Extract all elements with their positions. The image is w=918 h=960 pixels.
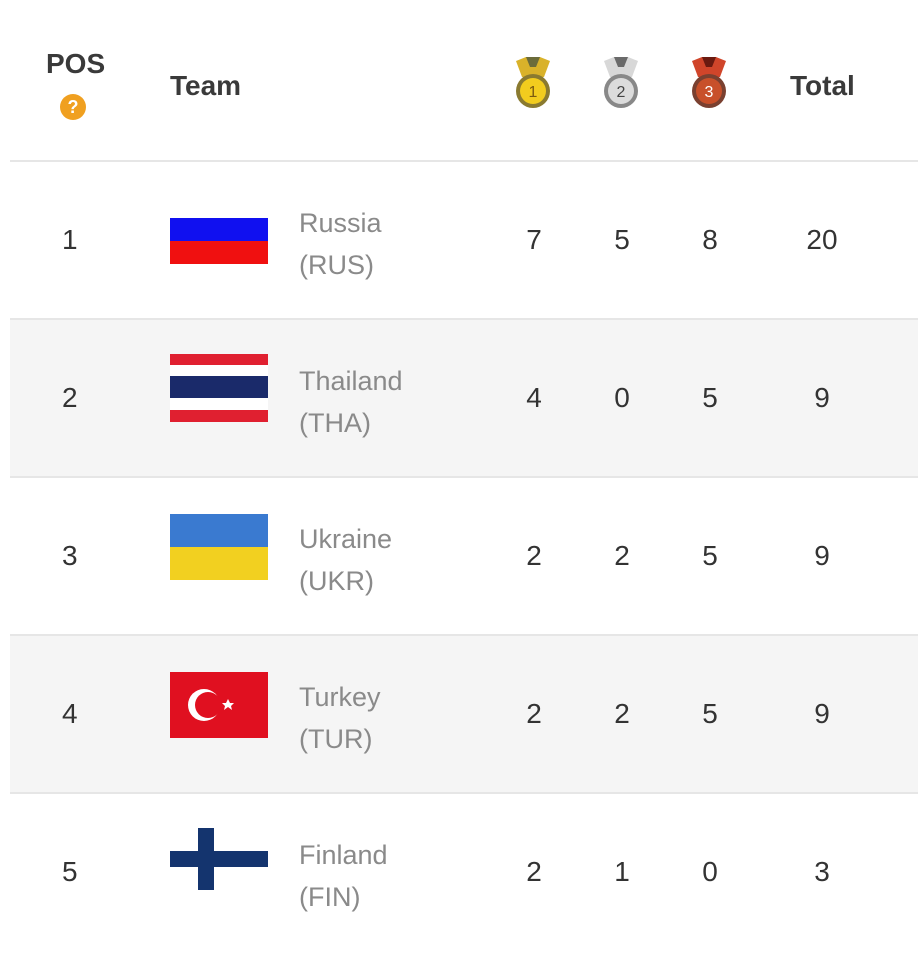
gold-count: 2: [526, 698, 542, 729]
position: 2: [62, 382, 78, 413]
total-count: 20: [806, 224, 838, 255]
table-row[interactable]: 3 Ukraine (UKR) 2 2 5 9: [10, 478, 918, 636]
silver-count: 5: [614, 224, 630, 255]
country-name[interactable]: Russia: [299, 208, 382, 238]
thailand-flag-icon: [170, 354, 268, 422]
total-count: 3: [814, 856, 830, 887]
country-code: (UKR): [299, 566, 374, 596]
country-code: (TUR): [299, 724, 373, 754]
russia-flag-icon: [170, 218, 268, 264]
country-code: (RUS): [299, 250, 374, 280]
gold-count: 2: [526, 856, 542, 887]
finland-flag-icon: [170, 828, 268, 890]
gold-medal-icon[interactable]: 1: [510, 55, 556, 111]
table-row[interactable]: 2 Thailand (THA) 4 0 5 9: [10, 320, 918, 478]
total-header[interactable]: Total: [790, 70, 855, 101]
position: 3: [62, 540, 78, 571]
silver-count: 1: [614, 856, 630, 887]
table-row[interactable]: 4 Turkey (TUR) 2 2 5 9: [10, 636, 918, 794]
gold-count: 7: [526, 224, 542, 255]
bronze-count: 5: [702, 382, 718, 413]
country-code: (THA): [299, 408, 371, 438]
total-count: 9: [814, 698, 830, 729]
medal-table: POS ? Team 1 2 3 Total 1 Russia (RUS) 7 5…: [10, 0, 918, 950]
pos-header[interactable]: POS: [46, 48, 106, 79]
silver-count: 0: [614, 382, 630, 413]
country-name[interactable]: Finland: [299, 840, 388, 870]
svg-text:1: 1: [529, 84, 538, 101]
svg-text:3: 3: [705, 84, 714, 101]
ukraine-flag-icon: [170, 514, 268, 580]
bronze-count: 8: [702, 224, 718, 255]
country-name[interactable]: Thailand: [299, 366, 403, 396]
total-count: 9: [814, 382, 830, 413]
total-count: 9: [814, 540, 830, 571]
country-name[interactable]: Turkey: [299, 682, 381, 712]
position: 5: [62, 856, 78, 887]
bronze-medal-icon[interactable]: 3: [686, 55, 732, 111]
turkey-flag-icon: [170, 672, 268, 738]
silver-count: 2: [614, 540, 630, 571]
bronze-count: 0: [702, 856, 718, 887]
table-row[interactable]: 1 Russia (RUS) 7 5 8 20: [10, 162, 918, 320]
bronze-count: 5: [702, 698, 718, 729]
gold-count: 4: [526, 382, 542, 413]
bronze-count: 5: [702, 540, 718, 571]
position: 1: [62, 224, 78, 255]
table-header: POS ? Team 1 2 3 Total: [10, 0, 918, 162]
help-icon[interactable]: ?: [60, 94, 86, 120]
position: 4: [62, 698, 78, 729]
silver-count: 2: [614, 698, 630, 729]
svg-text:2: 2: [617, 84, 626, 101]
gold-count: 2: [526, 540, 542, 571]
silver-medal-icon[interactable]: 2: [598, 55, 644, 111]
country-code: (FIN): [299, 882, 361, 912]
table-row[interactable]: 5 Finland (FIN) 2 1 0 3: [10, 794, 918, 950]
team-header[interactable]: Team: [170, 70, 242, 101]
country-name[interactable]: Ukraine: [299, 524, 393, 554]
